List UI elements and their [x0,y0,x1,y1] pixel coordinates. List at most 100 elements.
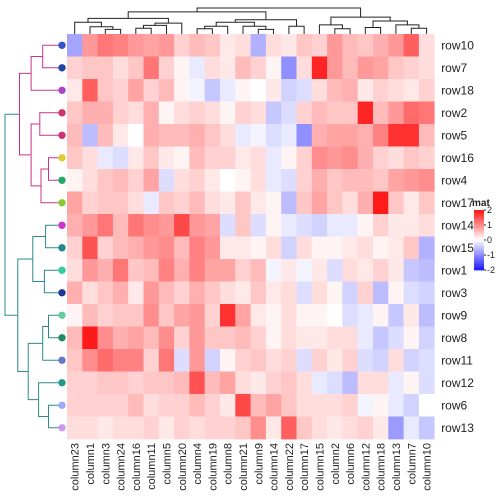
heatmap-cell [67,259,83,282]
heatmap-cell [296,326,313,350]
heatmap-cell [158,56,175,80]
heatmap-cell [82,101,98,125]
heatmap-cell [112,326,129,350]
heatmap-cell [189,371,206,395]
column-label: column2 [330,443,342,485]
column-label: column6 [345,443,357,485]
heatmap-cell [158,371,175,395]
heatmap-cell [82,34,98,57]
heatmap-cell [403,124,420,147]
legend-swatch [474,213,484,215]
column-label: column23 [70,443,82,491]
heatmap-cell [265,124,282,147]
legend-swatch [474,217,484,220]
dendrogram-branch [42,44,63,69]
heatmap-cell [373,101,389,125]
heatmap-cell [373,236,389,260]
heatmap-cell [311,349,328,372]
heatmap-cell [67,79,83,102]
heatmap-cell [174,146,190,170]
dendrogram-branch [196,28,213,34]
heatmap-cell [97,236,114,260]
heatmap-cell [128,326,144,350]
heatmap-cell [67,169,83,192]
heatmap-cell [357,416,374,440]
heatmap-cell [235,191,251,215]
heatmap-cell [403,34,420,57]
heatmap-cell [82,169,98,192]
heatmap-cell [143,236,160,260]
heatmap-cell [143,281,160,305]
dendrogram-branch [154,22,183,34]
row-label: row10 [441,38,474,52]
heatmap-cell [296,349,313,372]
heatmap-cell [265,281,282,305]
legend-swatch [474,223,484,226]
heatmap-cell [112,124,129,147]
heatmap-cell [67,394,83,417]
column-label: column10 [422,443,434,491]
legend-swatch [474,210,484,212]
legend-title: mat [472,198,490,209]
heatmap-cell [250,56,267,80]
heatmap-cell [158,349,175,372]
heatmap-cell [189,56,206,80]
heatmap-cell [204,101,221,125]
heatmap-cell [112,101,129,125]
heatmap-cell [112,56,129,80]
dendrogram-branch [143,24,167,34]
heatmap-cell [143,349,160,372]
legend-swatch [474,220,484,223]
leaf-marker [58,424,66,432]
dendrogram-branch [32,236,46,282]
heatmap-cell [388,146,404,170]
legend-tick-label: 0 [487,235,492,245]
row-label: row15 [441,241,474,255]
heatmap-cell [189,394,206,417]
leaf-marker [58,131,66,140]
heatmap-cell [67,146,83,170]
legend-swatch [474,216,484,218]
heatmap-cell [311,169,328,192]
heatmap-cell [143,169,160,192]
heatmap-cell [388,304,404,327]
heatmap-cell [112,169,129,192]
heatmap-cell [327,124,343,147]
heatmap-cell [250,394,267,417]
heatmap-cell [143,79,160,102]
heatmap-cell [250,169,267,192]
heatmap-cell [67,214,83,237]
heatmap-cell [265,259,282,282]
heatmap-cell [220,371,236,395]
heatmap-cell [189,191,206,215]
heatmap-cell [158,146,175,170]
heatmap-cell [204,34,221,57]
heatmap-cell [67,304,83,327]
heatmap-cell [174,394,190,417]
heatmap-cell [265,394,282,417]
heatmap-cell [189,146,206,170]
heatmap-cell [373,259,389,282]
heatmap-cell [82,394,98,417]
heatmap-cell [342,169,359,192]
heatmap-cell [189,79,206,102]
dendrogram-branch [135,27,152,34]
heatmap-cell [220,259,236,282]
heatmap-cell [143,191,160,215]
heatmap-cell [128,34,144,57]
legend-swatch [474,241,484,244]
heatmap-cell [418,281,435,305]
heatmap-cell [327,281,343,305]
heatmap-cell [342,191,359,215]
heatmap-cell [373,34,389,57]
heatmap-cell [403,281,420,305]
heatmap-cell [67,371,83,395]
heatmap-cell [250,326,267,350]
dendrogram-branch [372,20,408,28]
heatmap-cell [128,371,144,395]
heatmap-cell [403,326,420,350]
leaf-marker [58,109,66,117]
heatmap-cell [357,124,374,147]
heatmap-cell [220,191,236,215]
legend-swatch [474,261,484,263]
